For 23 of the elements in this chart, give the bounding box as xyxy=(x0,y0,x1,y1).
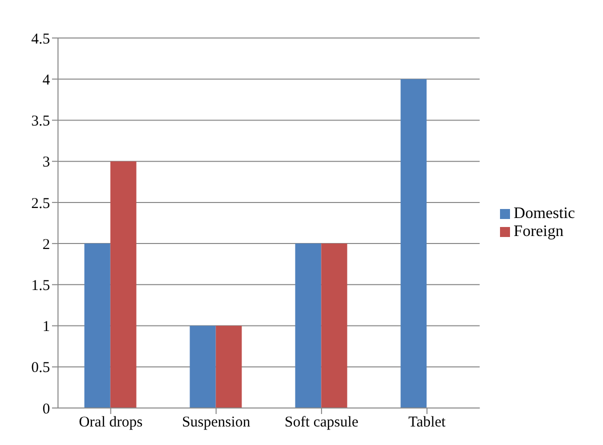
x-tick-label: Tablet xyxy=(408,414,446,431)
legend-label: Foreign xyxy=(514,223,564,240)
y-tick-label: 2 xyxy=(42,236,50,253)
y-tick-label: 3.5 xyxy=(31,114,50,130)
x-tick-label: Suspension xyxy=(182,414,251,431)
y-tick-label: 4 xyxy=(42,72,50,88)
bar xyxy=(190,326,216,408)
bar xyxy=(216,326,242,408)
bar xyxy=(110,161,136,408)
y-tick-label: 2.5 xyxy=(31,196,50,212)
y-tick-label: 1 xyxy=(42,319,50,336)
y-tick-label: 0.5 xyxy=(31,360,50,376)
bar xyxy=(295,244,322,408)
x-tick-label: Soft capsule xyxy=(284,414,359,431)
y-tick-label: 3 xyxy=(42,154,50,171)
bar xyxy=(84,244,110,408)
bar xyxy=(400,79,427,408)
y-tick-label: 0 xyxy=(42,401,50,418)
y-tick-label: 4.5 xyxy=(31,31,50,48)
legend-label: Domestic xyxy=(514,205,575,222)
y-tick-label: 1.5 xyxy=(31,278,50,294)
x-tick-label: Oral drops xyxy=(78,414,143,431)
bar xyxy=(321,244,348,408)
